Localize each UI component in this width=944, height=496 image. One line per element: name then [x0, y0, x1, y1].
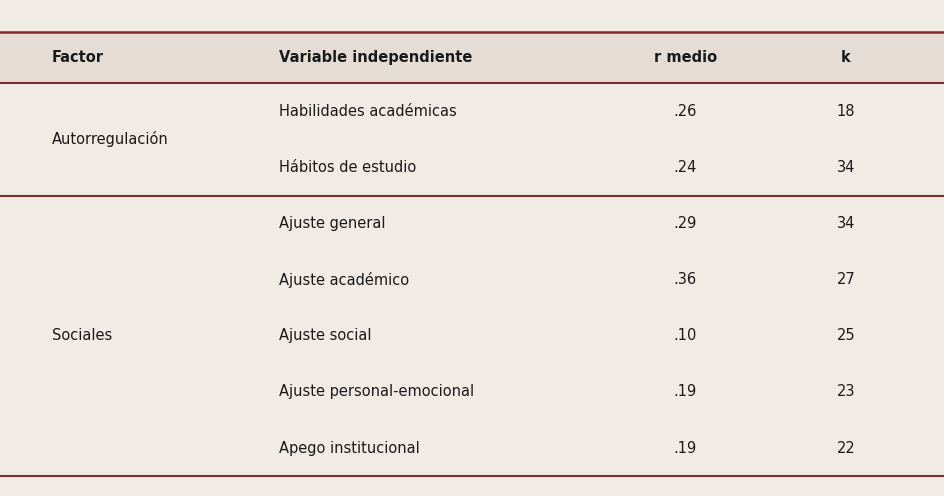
Text: .29: .29: [673, 216, 696, 231]
Text: .10: .10: [673, 328, 696, 343]
Text: Hábitos de estudio: Hábitos de estudio: [278, 160, 415, 175]
Text: 34: 34: [835, 160, 854, 175]
Text: .19: .19: [673, 440, 696, 456]
Text: 22: 22: [835, 440, 854, 456]
Text: 25: 25: [835, 328, 854, 343]
Text: Ajuste general: Ajuste general: [278, 216, 385, 231]
Text: Sociales: Sociales: [52, 328, 112, 343]
Text: .19: .19: [673, 384, 696, 399]
Text: Factor: Factor: [52, 50, 104, 65]
Text: .24: .24: [673, 160, 696, 175]
Text: Ajuste académico: Ajuste académico: [278, 272, 409, 288]
Text: 18: 18: [835, 104, 854, 119]
Text: r medio: r medio: [653, 50, 716, 65]
Text: Ajuste social: Ajuste social: [278, 328, 371, 343]
Text: Autorregulación: Autorregulación: [52, 131, 169, 147]
Text: k: k: [840, 50, 850, 65]
Text: .26: .26: [673, 104, 696, 119]
Text: Ajuste personal-emocional: Ajuste personal-emocional: [278, 384, 473, 399]
Text: 23: 23: [835, 384, 854, 399]
Text: Habilidades académicas: Habilidades académicas: [278, 104, 456, 119]
Text: Apego institucional: Apego institucional: [278, 440, 419, 456]
Text: 34: 34: [835, 216, 854, 231]
Bar: [0, 32, 944, 83]
Text: Variable independiente: Variable independiente: [278, 50, 472, 65]
Text: .36: .36: [673, 272, 696, 287]
Text: 27: 27: [835, 272, 854, 287]
